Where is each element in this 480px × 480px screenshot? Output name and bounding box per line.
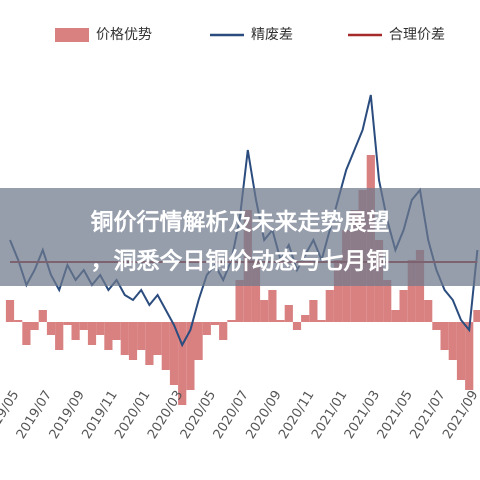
bar	[22, 322, 31, 345]
bar	[383, 280, 392, 322]
bar	[325, 290, 334, 322]
bar	[317, 320, 326, 322]
bar	[235, 280, 244, 322]
bar	[71, 322, 80, 340]
banner-title-line: 铜价行情解析及未来走势展望	[91, 209, 390, 236]
bar	[251, 260, 261, 322]
x-axis: 2019/052019/072019/092019/112020/012020/…	[0, 388, 480, 442]
bar	[79, 322, 88, 330]
bar	[153, 322, 162, 355]
bar	[145, 322, 154, 365]
bar	[169, 322, 179, 385]
bar	[178, 322, 187, 405]
bar	[260, 300, 269, 322]
bar	[465, 322, 474, 390]
legend-label: 价格优势	[96, 27, 152, 43]
bar	[137, 322, 146, 350]
bar	[333, 260, 343, 322]
legend-swatch	[55, 28, 89, 42]
legend-label: 合理价差	[389, 27, 445, 43]
bar	[112, 322, 121, 340]
title-banner	[0, 188, 480, 286]
bar	[46, 322, 56, 335]
bar	[30, 322, 39, 330]
bar	[120, 322, 129, 355]
bar	[473, 310, 480, 322]
bar	[219, 322, 228, 340]
bar	[55, 322, 64, 350]
bar	[96, 322, 105, 335]
bar	[194, 322, 203, 360]
bar	[14, 320, 23, 322]
bar	[292, 322, 302, 330]
bar	[432, 322, 441, 330]
bar	[63, 322, 72, 325]
bar	[186, 322, 195, 390]
bar	[227, 320, 236, 322]
bar	[399, 290, 408, 322]
bar	[104, 322, 113, 350]
bar	[391, 310, 400, 322]
bar	[87, 322, 97, 345]
bar	[128, 322, 138, 360]
bar	[424, 300, 433, 322]
bar	[161, 322, 170, 370]
legend-label: 精废差	[251, 27, 293, 43]
bar	[440, 322, 449, 350]
legend: 价格优势 精废差 合理价差	[55, 27, 445, 43]
bar	[284, 305, 293, 322]
banner-title-line: ，洞悉今日铜价动态与七月铜	[91, 248, 390, 275]
bar	[456, 322, 466, 380]
bar	[448, 322, 457, 360]
bar	[210, 322, 220, 325]
bar	[202, 322, 211, 335]
bar	[268, 290, 277, 322]
bar	[276, 320, 285, 322]
bar	[407, 260, 416, 322]
bar	[38, 310, 47, 322]
bar	[301, 315, 310, 322]
bar	[309, 300, 318, 322]
bar	[5, 300, 15, 322]
